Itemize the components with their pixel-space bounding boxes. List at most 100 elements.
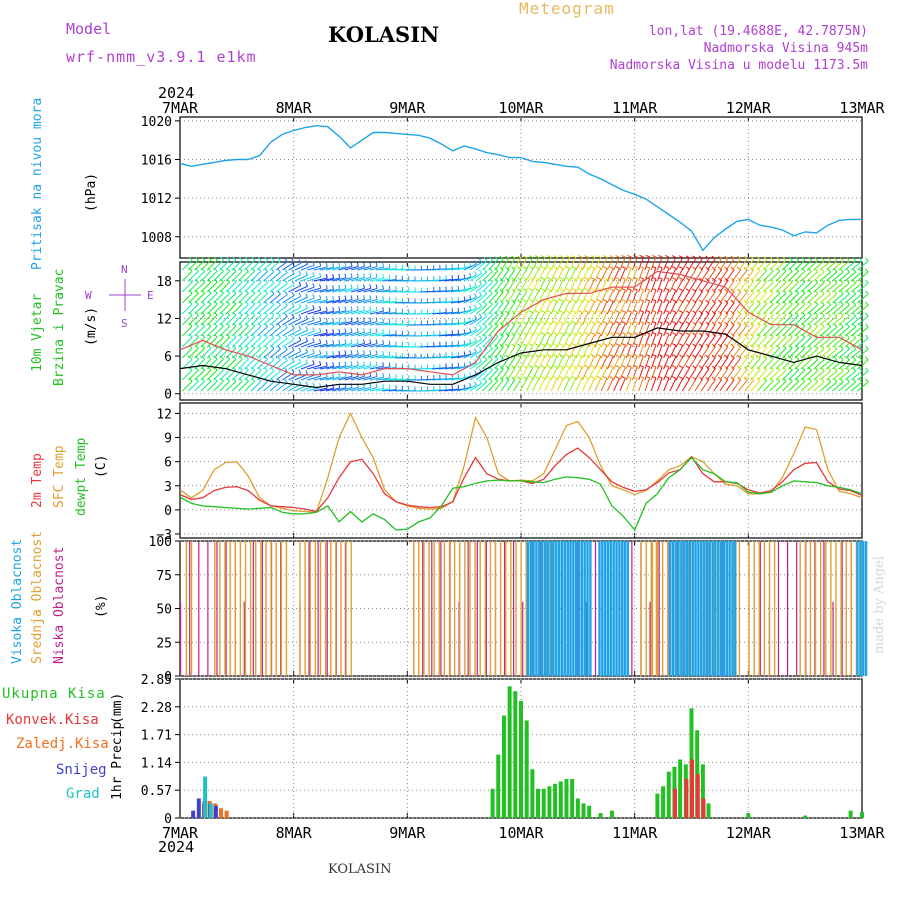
high-cloud-bar — [560, 541, 564, 676]
wind-arrow-head — [469, 327, 472, 333]
wind-arrow — [688, 356, 697, 370]
wind-arrow — [438, 366, 453, 370]
model-altitude-label: Nadmorska Visina u modelu 1173.5m — [609, 58, 868, 73]
wind-arrow-head — [474, 381, 477, 386]
wind-arrow-head — [609, 332, 614, 335]
wind-arrow — [819, 293, 831, 304]
wind-arrow-head — [528, 332, 534, 336]
wind-arrow-head — [769, 344, 774, 349]
wind-arrow — [569, 257, 577, 271]
wind-arrow-head — [232, 256, 237, 261]
mid-cloud-bar — [499, 541, 502, 676]
x-tick-label-top: 9MAR — [389, 99, 426, 117]
wind-arrow — [538, 356, 546, 370]
wind-arrow-head — [769, 311, 774, 316]
wind-arrow-head — [559, 277, 564, 280]
wind-arrow-head — [651, 353, 657, 357]
wind-arrow — [531, 301, 540, 315]
high-cloud-bar — [722, 541, 726, 676]
wind-arrow — [757, 259, 768, 271]
wind-barbs — [181, 254, 869, 392]
wind-arrow — [619, 311, 626, 326]
wind-arrow — [563, 312, 570, 326]
wind-arrow-head — [578, 365, 583, 368]
wind-arrow — [688, 312, 697, 326]
wind-arrow-head — [298, 325, 302, 330]
total-rain-bar — [598, 813, 603, 818]
wind-gust-line — [179, 270, 863, 376]
wind-arrow-head — [584, 310, 589, 313]
lonlat-label: lon,lat (19.4688E, 42.7875N) — [648, 24, 868, 39]
wind-arrow — [475, 282, 488, 293]
wind-arrow — [206, 325, 218, 337]
wind-arrow — [713, 379, 723, 392]
wind-arrow — [575, 367, 583, 381]
wind-arrow — [319, 365, 334, 370]
wind-arrow-head — [534, 277, 540, 281]
wind-arrow — [181, 303, 193, 315]
wind-arrow — [338, 353, 353, 359]
wind-arrow-head — [291, 302, 295, 307]
page-title: KOLASIN — [328, 22, 440, 47]
wind-arrow-head — [865, 290, 869, 295]
wind-arrow-head — [344, 295, 347, 300]
wind-arrow — [350, 353, 365, 359]
total-rain-bar — [524, 720, 529, 818]
wind-arrow-head — [609, 299, 614, 302]
wind-arrow — [357, 386, 371, 392]
wind-arrow — [350, 375, 365, 381]
wind-arrow — [663, 355, 670, 370]
wind-arrow — [469, 284, 482, 293]
wind-arrow — [550, 378, 558, 392]
wind-arrow — [581, 367, 589, 381]
wind-arrow-head — [363, 284, 366, 289]
wind-arrow — [469, 372, 482, 381]
mid-cloud-bar — [453, 541, 456, 676]
wind-arrow — [238, 314, 249, 326]
wind-arrow — [556, 356, 564, 370]
wind-arrow — [794, 347, 806, 359]
wind-arrow-head — [627, 375, 632, 379]
wind-arrow-head — [615, 332, 620, 335]
wind-arrow-head — [584, 266, 589, 269]
wind-arrow — [482, 358, 493, 370]
wind-arrow — [275, 305, 288, 315]
wind-arrow — [594, 356, 602, 370]
wind-arrow — [282, 273, 295, 282]
wind-arrow — [819, 282, 831, 293]
y-tick-label: 2.85 — [141, 673, 172, 688]
graupel-bar — [203, 776, 208, 818]
wind-arrow — [363, 387, 378, 392]
wind-arrow — [494, 258, 504, 271]
wind-arrow — [294, 329, 308, 337]
wind-arrow-head — [603, 266, 608, 269]
wind-arrow-head — [559, 255, 564, 258]
wind-arrow — [357, 309, 371, 315]
high-cloud-bar — [700, 541, 703, 676]
wind-arrow — [644, 278, 651, 293]
wind-arrow — [307, 331, 321, 337]
wind-arrow — [844, 348, 856, 359]
wind-arrow — [457, 309, 471, 315]
wind-arrow — [263, 271, 275, 282]
wind-arrow — [319, 321, 334, 326]
wind-arrow-head — [671, 310, 677, 313]
wind-arrow — [263, 381, 275, 392]
wind-arrow — [250, 292, 262, 304]
wind-arrow — [750, 369, 761, 381]
wind-arrow — [338, 320, 353, 326]
wind-arrow-head — [737, 255, 742, 260]
wind-arrow-head — [609, 266, 614, 269]
wind-arrow — [275, 382, 288, 392]
wind-arrow — [575, 356, 583, 370]
wind-arrow-head — [808, 256, 812, 261]
wind-arrow — [769, 380, 781, 392]
mid-cloud-bar — [229, 541, 231, 676]
wind-arrow — [550, 268, 558, 282]
high-cloud-bar — [725, 541, 728, 676]
wind-arrow — [631, 377, 638, 392]
wind-arrow — [325, 376, 340, 381]
wind-arrow-head — [195, 256, 199, 261]
wind-arrow — [275, 283, 288, 293]
wind-arrow — [669, 334, 677, 348]
